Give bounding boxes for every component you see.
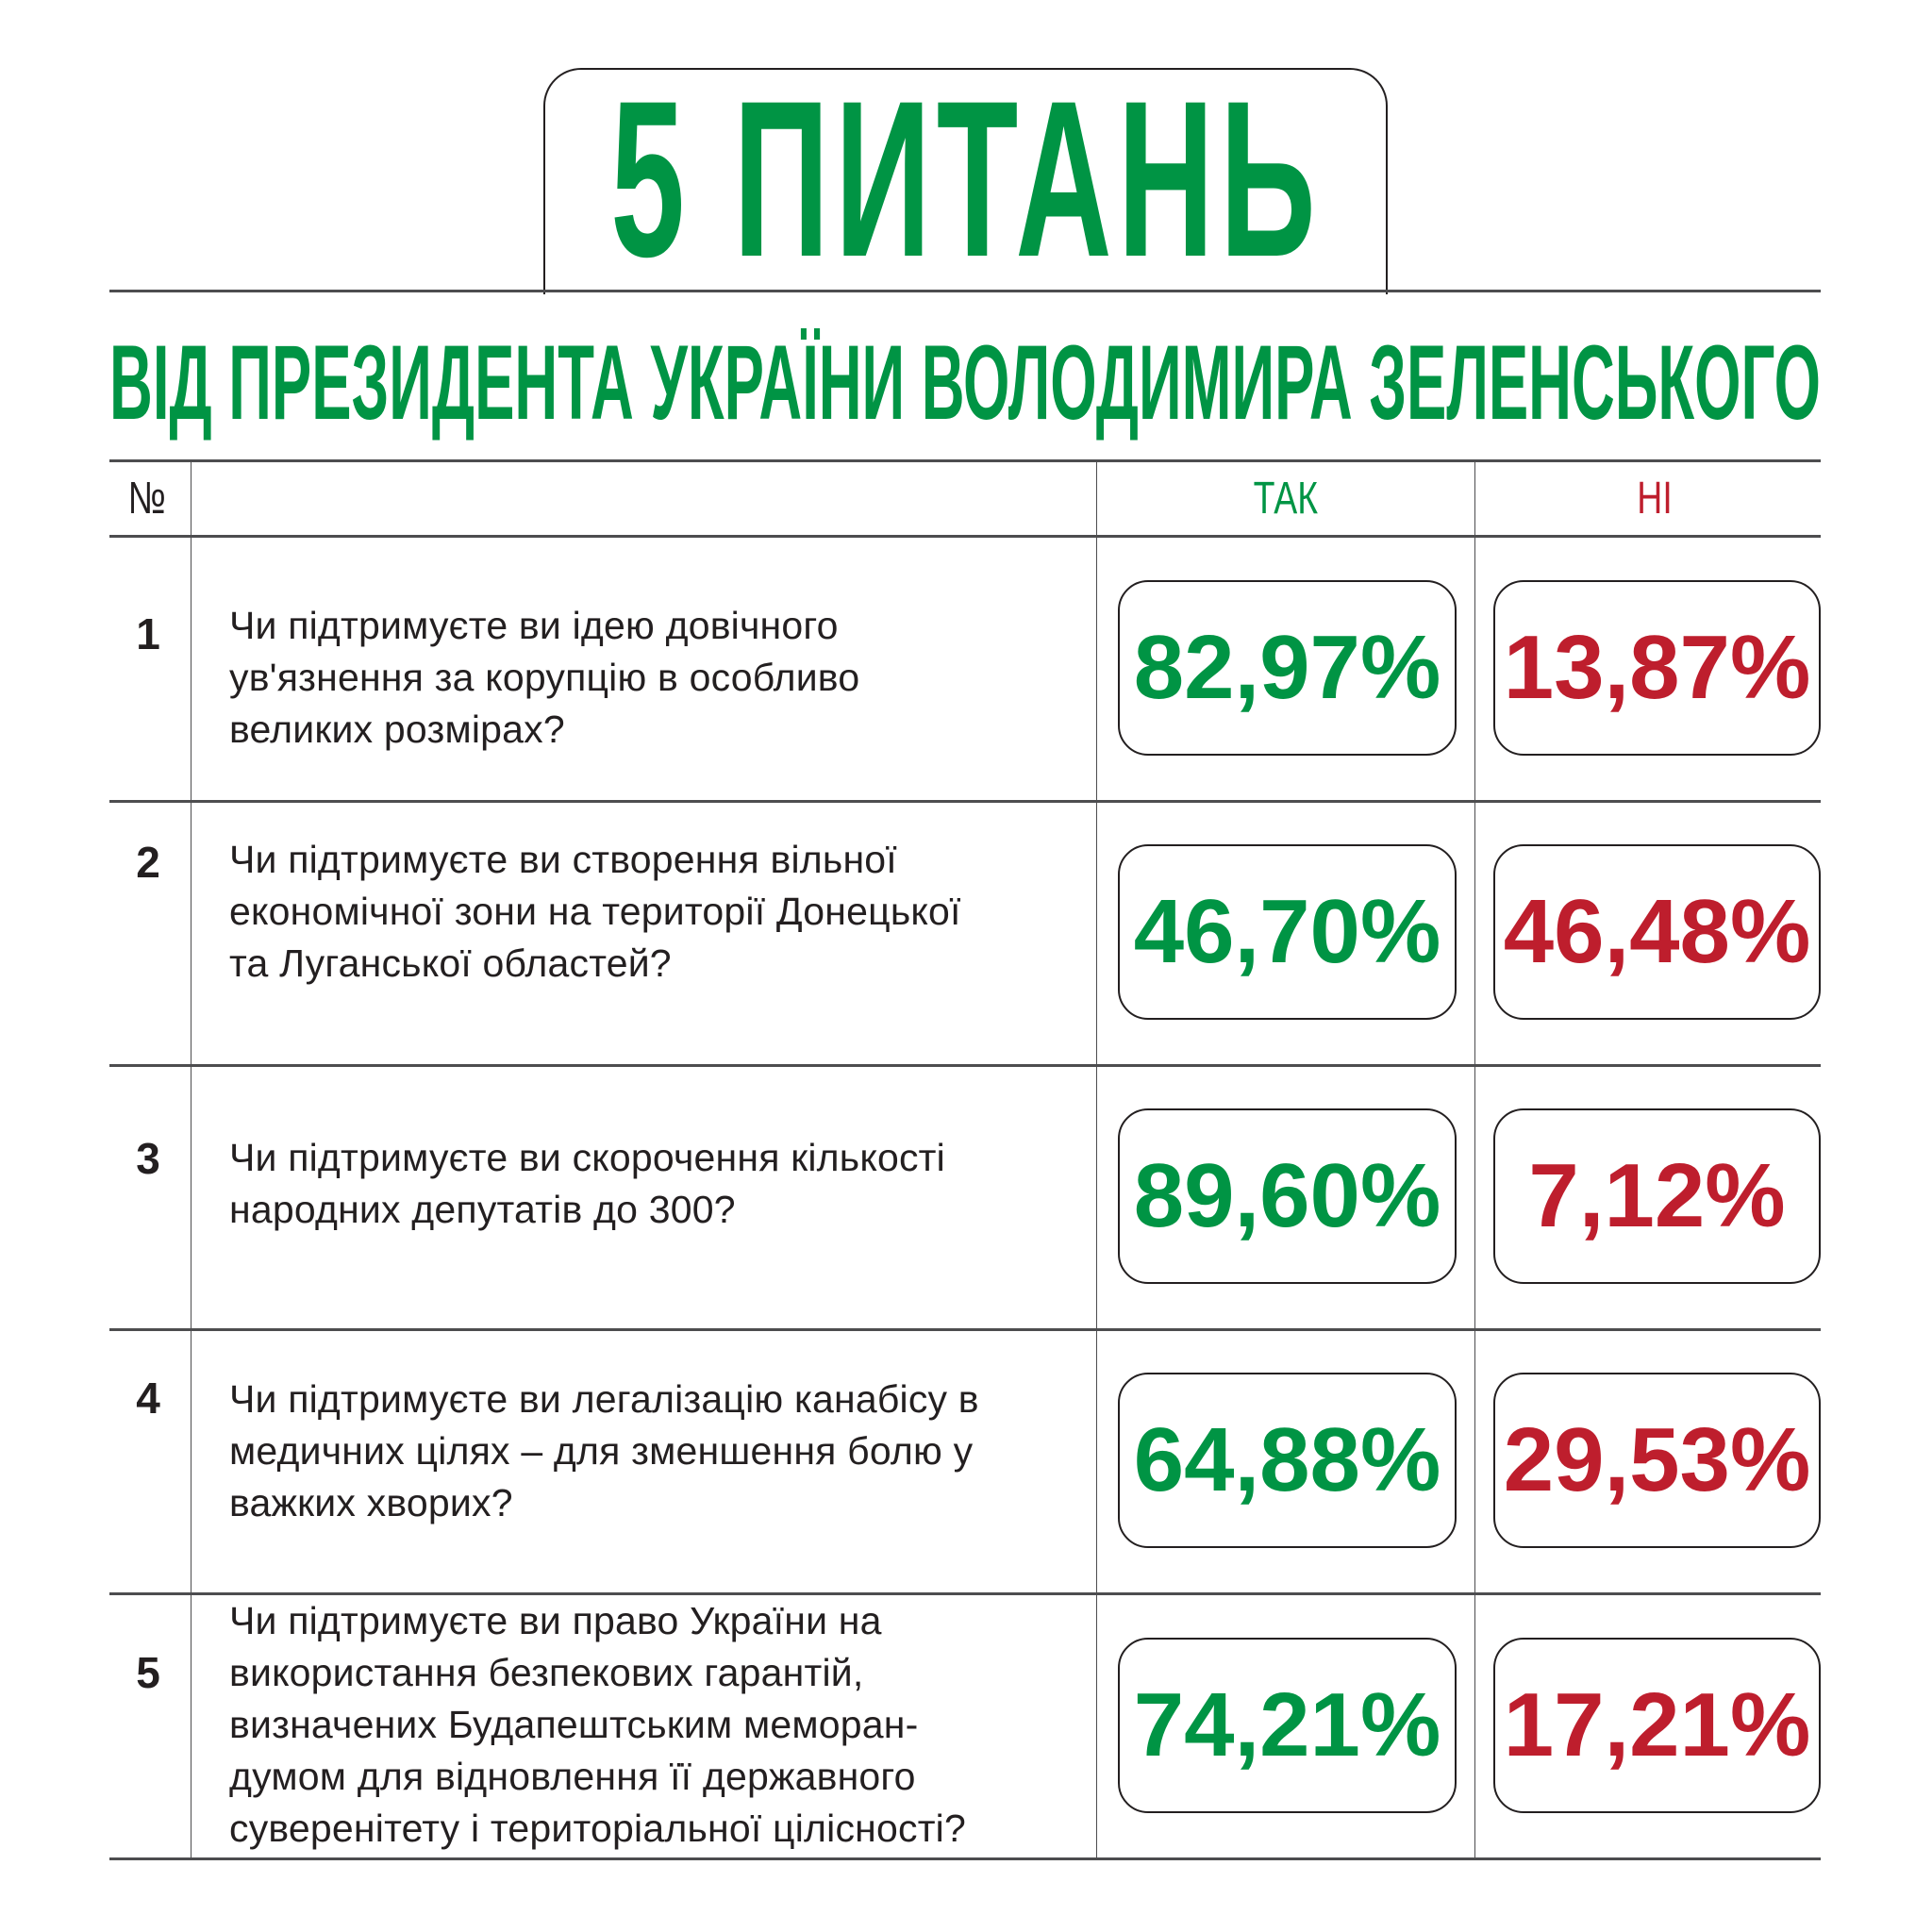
column-divider	[1096, 460, 1097, 1857]
divider	[109, 290, 1821, 292]
no-percent: 13,87%	[1493, 580, 1821, 756]
row-border	[109, 1592, 1821, 1595]
title-tab	[543, 68, 1388, 294]
row-border	[109, 800, 1821, 803]
question-text: Чи підтримуєте ви скорочення кількості на…	[229, 1132, 945, 1236]
title-container: 5 ПИТАНЬ	[543, 66, 1388, 292]
question-number: 1	[136, 609, 160, 658]
question-line: визначених Будапештським меморан-	[229, 1703, 919, 1746]
question-line: та Луганської областей?	[229, 941, 672, 985]
question-line: використання безпекових гарантій,	[229, 1651, 864, 1694]
row-border	[109, 1328, 1821, 1331]
question-line: великих розмірах?	[229, 708, 565, 751]
page-title: 5 ПИТАНЬ	[609, 55, 1322, 304]
question-line: економічної зони на території Донецької	[229, 890, 961, 933]
header-number: №	[127, 473, 166, 524]
no-percent: 7,12%	[1493, 1108, 1821, 1284]
question-number: 5	[136, 1648, 160, 1697]
header-no: НІ	[1637, 473, 1673, 524]
no-percent: 46,48%	[1493, 844, 1821, 1020]
yes-percent: 74,21%	[1118, 1638, 1457, 1813]
table-top-border	[109, 459, 1821, 462]
yes-percent: 89,60%	[1118, 1108, 1457, 1284]
header-yes: ТАК	[1253, 473, 1318, 524]
question-line: Чи підтримуєте ви скорочення кількості	[229, 1136, 945, 1179]
yes-percent: 46,70%	[1118, 844, 1457, 1020]
header-bottom-border	[109, 535, 1821, 538]
question-line: Чи підтримуєте ви право України на	[229, 1599, 882, 1642]
yes-percent: 82,97%	[1118, 580, 1457, 756]
question-line: Чи підтримуєте ви створення вільної	[229, 838, 897, 881]
question-number: 3	[136, 1134, 160, 1183]
no-percent: 29,53%	[1493, 1373, 1821, 1548]
page-subtitle: ВІД ПРЕЗИДЕНТА УКРАЇНИ ВОЛОДИМИРА ЗЕЛЕНС…	[109, 324, 1822, 441]
question-text: Чи підтримуєте ви ідею довічного ув'язнен…	[229, 600, 859, 756]
row-border	[109, 1857, 1821, 1860]
no-percent: 17,21%	[1493, 1638, 1821, 1813]
yes-percent: 64,88%	[1118, 1373, 1457, 1548]
question-text: Чи підтримуєте ви створення вільної еконо…	[229, 834, 961, 990]
question-line: медичних цілях – для зменшення болю у	[229, 1429, 974, 1473]
question-number: 2	[136, 838, 160, 887]
column-divider	[191, 460, 192, 1857]
question-line: народних депутатів до 300?	[229, 1188, 736, 1231]
row-border	[109, 1064, 1821, 1067]
question-line: думом для відновлення її державного	[229, 1755, 916, 1798]
question-line: суверенітету і територіальної цілісності…	[229, 1807, 966, 1850]
question-line: Чи підтримуєте ви ідею довічного	[229, 604, 839, 647]
question-text: Чи підтримуєте ви легалізацію канабісу в…	[229, 1374, 979, 1529]
question-number: 4	[136, 1374, 160, 1423]
subtitle-container: ВІД ПРЕЗИДЕНТА УКРАЇНИ ВОЛОДИМИРА ЗЕЛЕНС…	[109, 330, 1821, 436]
question-line: Чи підтримуєте ви легалізацію канабісу в	[229, 1377, 979, 1421]
question-line: важких хворих?	[229, 1481, 513, 1524]
question-text: Чи підтримуєте ви право України на викори…	[229, 1595, 966, 1855]
question-line: ув'язнення за корупцію в особливо	[229, 656, 860, 699]
column-divider	[1474, 460, 1475, 1857]
